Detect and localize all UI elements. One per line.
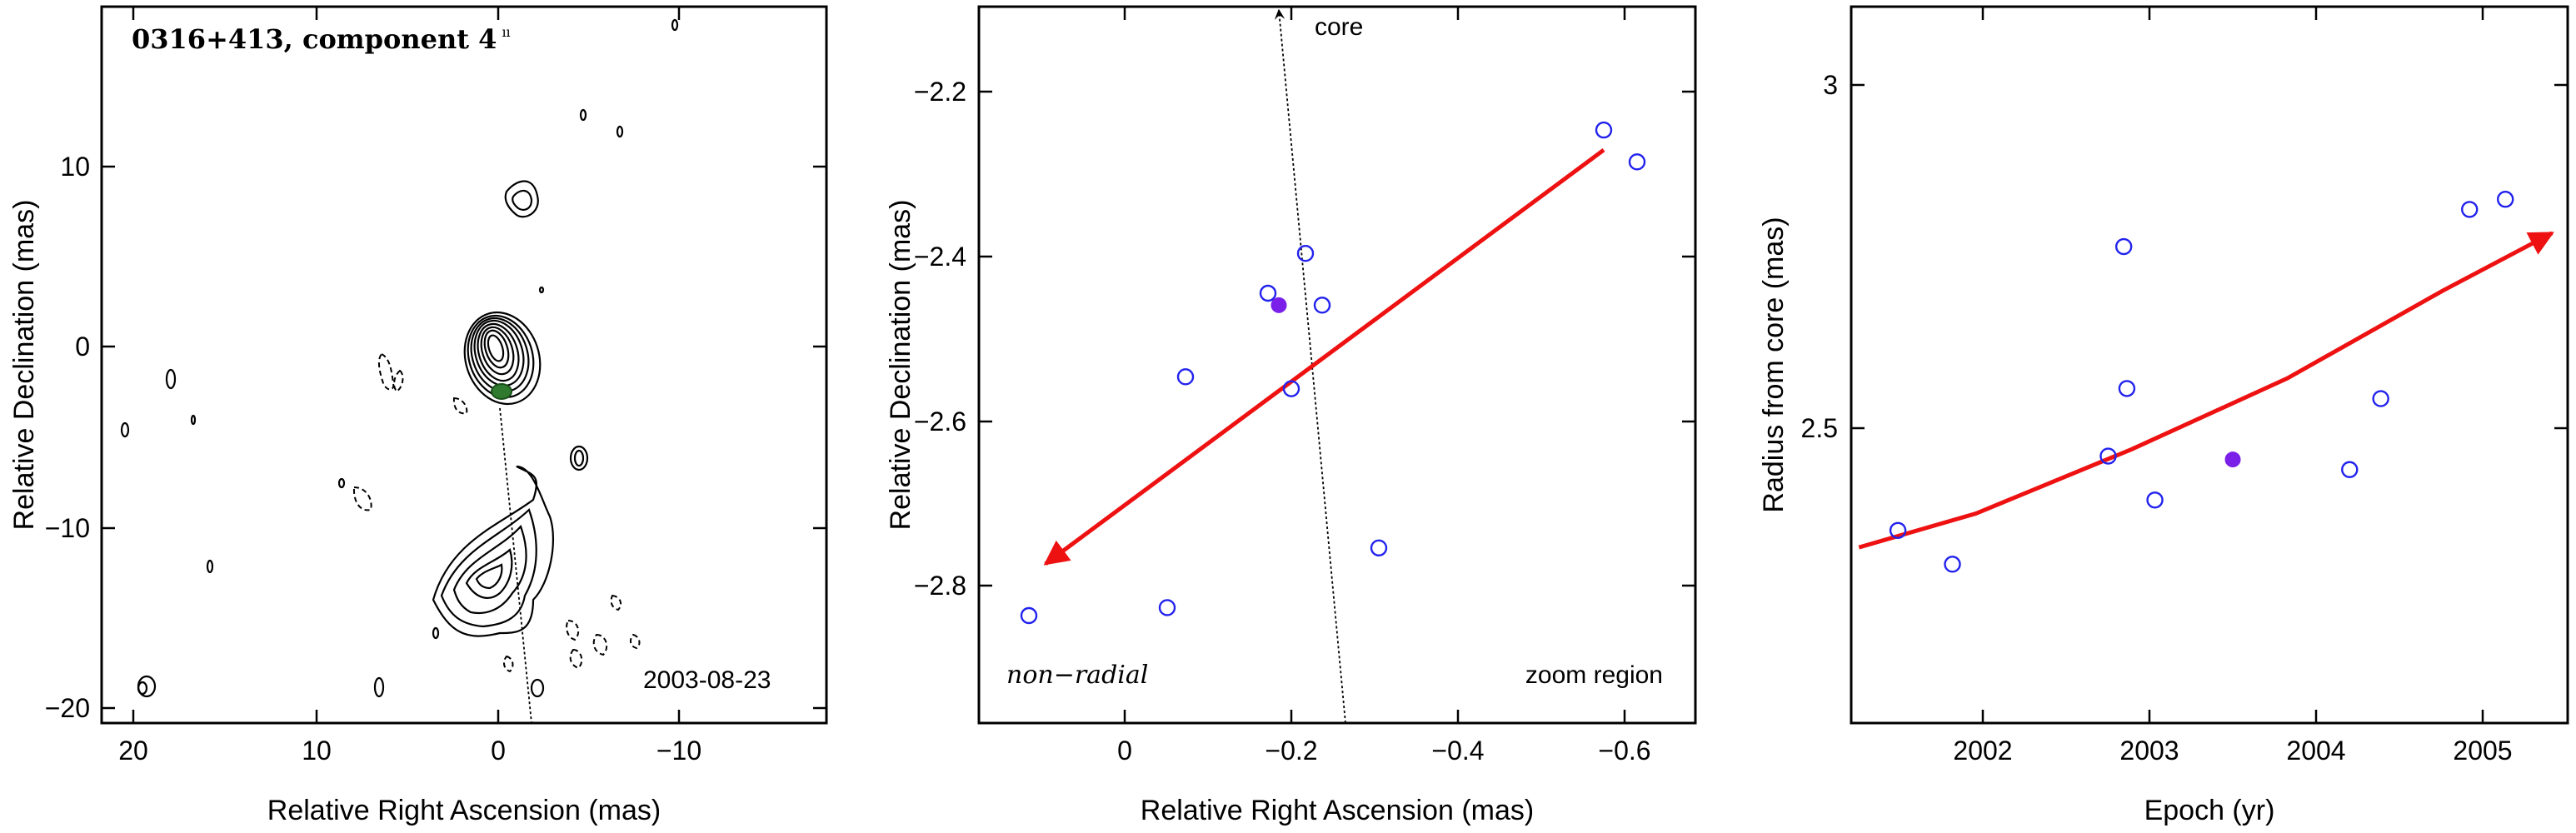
radius-data-point	[2099, 447, 2117, 465]
zoom-xtick-label: −0.2	[1265, 736, 1317, 766]
map-epoch-label: 2003-08-23	[643, 666, 771, 694]
zoom-xtick-label: −0.4	[1431, 736, 1484, 766]
zoom-y-ticks: −2.2 −2.4 −2.6 −2.8	[914, 77, 1695, 601]
radius-data-point	[2497, 191, 2514, 208]
radius-data-point	[2372, 390, 2389, 407]
zoom-xlabel: Relative Right Ascension (mas)	[1141, 795, 1534, 826]
zoom-data-point	[1595, 121, 1613, 139]
radius-ytick-label: 2.5	[1801, 413, 1838, 443]
zoom-ytick-label: −2.2	[914, 77, 966, 107]
map-ylabel: Relative Declination (mas)	[8, 200, 40, 531]
panel-map: 20 10 0 −10 10 0 −10 −20 0316+413, compo…	[8, 5, 828, 826]
radius-xtick-label: 2005	[2453, 736, 2512, 766]
radius-data-point	[2461, 201, 2479, 218]
zoom-frame	[977, 5, 1697, 725]
map-ytick-label: 10	[60, 152, 90, 182]
zoom-motion-label: non−radial	[1006, 661, 1148, 690]
zoom-data-point	[1259, 284, 1277, 302]
zoom-x-ticks: 0 −0.2 −0.4 −0.6	[1117, 7, 1651, 766]
radius-xtick-label: 2004	[2286, 736, 2345, 766]
zoom-data-point	[1313, 297, 1331, 314]
zoom-ylabel: Relative Declination (mas)	[885, 200, 916, 531]
zoom-data-point	[1370, 539, 1388, 556]
radius-ylabel: Radius from core (mas)	[1758, 217, 1790, 512]
map-xtick-label: −10	[656, 736, 701, 766]
radius-ytick-label: 3	[1823, 70, 1838, 100]
radius-points	[1889, 191, 2514, 573]
radius-data-point	[2114, 237, 2133, 256]
zoom-ytick-label: −2.8	[914, 571, 966, 601]
zoom-points	[1020, 121, 1646, 625]
radius-fit-curve	[1858, 231, 2554, 550]
zoom-data-point	[1628, 153, 1646, 171]
map-xlabel: Relative Right Ascension (mas)	[267, 795, 661, 826]
map-ytick-label: −10	[45, 513, 90, 543]
map-ridge-line	[499, 407, 532, 724]
map-ytick-label: 0	[75, 332, 90, 362]
radius-xtick-label: 2003	[2119, 736, 2179, 766]
map-ytick-label: −20	[45, 693, 90, 723]
map-xtick-label: 0	[491, 736, 506, 766]
zoom-ytick-label: −2.4	[914, 242, 966, 272]
radius-data-point	[1889, 521, 1907, 539]
radius-data-point	[2146, 491, 2164, 509]
zoom-region-label: zoom region	[1525, 661, 1663, 689]
zoom-data-point	[1020, 606, 1038, 625]
radius-y-ticks: 3 2.5	[1801, 70, 2568, 443]
map-frame	[100, 5, 828, 725]
zoom-data-point	[1296, 245, 1315, 262]
map-xtick-label: 10	[302, 736, 332, 766]
map-title: 0316+413, component 4 ıı	[132, 23, 511, 55]
map-xtick-label: 20	[118, 736, 148, 766]
radius-data-point	[1944, 556, 1961, 573]
zoom-ytick-label: −2.6	[914, 407, 966, 436]
zoom-fit-arrow	[1043, 147, 1605, 566]
radius-xtick-label: 2002	[1953, 736, 2012, 766]
panel-radius: 2002 2003 2004 2005 3 2.5 Epoch (yr) Rad…	[1758, 5, 2569, 826]
radius-frame	[1850, 5, 2569, 725]
radius-data-point	[2341, 461, 2359, 478]
zoom-data-point	[1282, 380, 1300, 397]
zoom-data-point	[1158, 599, 1176, 616]
radius-x-ticks: 2002 2003 2004 2005	[1953, 7, 2513, 766]
radius-highlight-point	[2224, 451, 2241, 468]
zoom-xtick-label: 0	[1117, 736, 1132, 766]
map-contours	[120, 18, 679, 698]
zoom-core-direction-line	[1274, 8, 1346, 724]
zoom-data-point	[1176, 368, 1195, 386]
panel-zoom: 0 −0.2 −0.4 −0.6 −2.2 −2.4 −2.6 −2.8 cor…	[885, 5, 1697, 826]
zoom-xtick-label: −0.6	[1598, 736, 1650, 766]
map-y-ticks: 10 0 −10 −20	[45, 152, 826, 723]
radius-xlabel: Epoch (yr)	[2144, 795, 2275, 826]
zoom-core-label: core	[1315, 13, 1363, 41]
map-x-ticks: 20 10 0 −10	[118, 7, 701, 766]
zoom-highlight-point	[1271, 297, 1287, 313]
radius-data-point	[2118, 380, 2136, 397]
